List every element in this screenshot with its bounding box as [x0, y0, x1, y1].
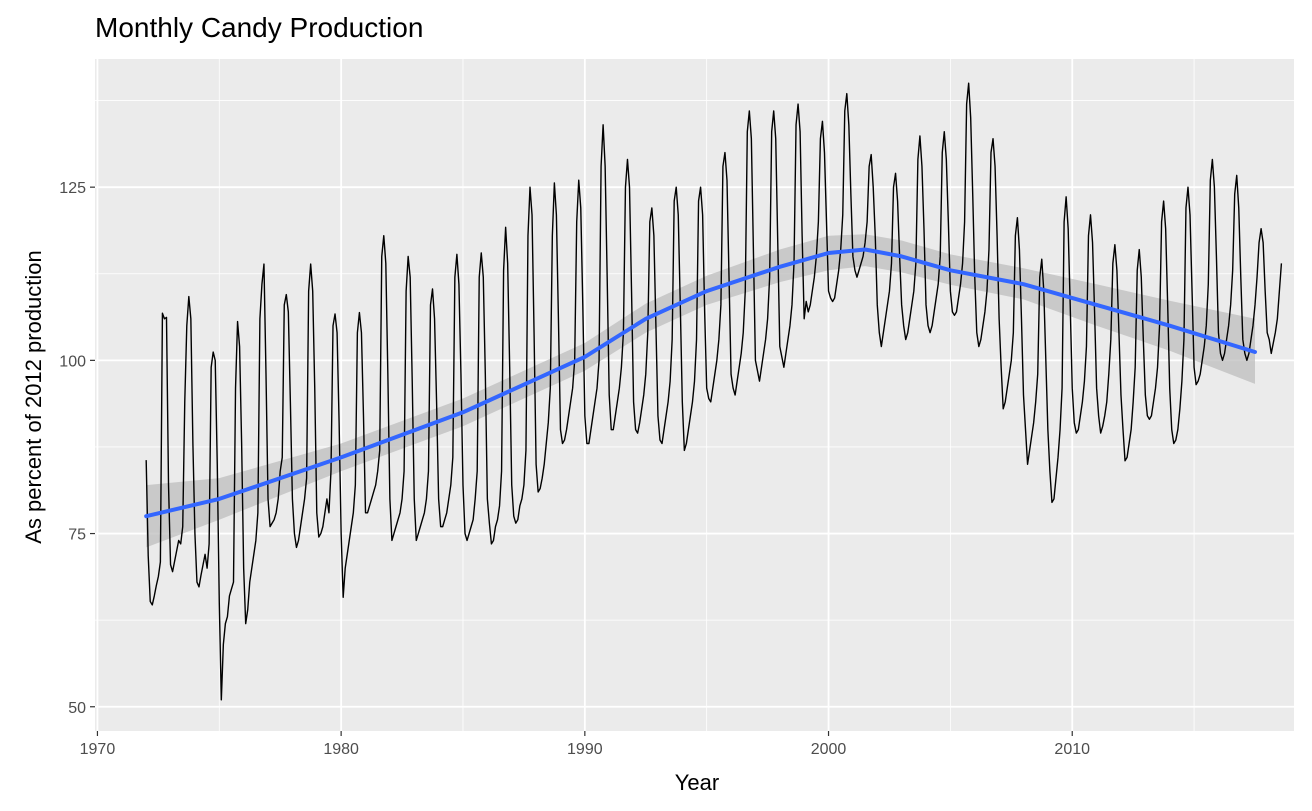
chart-title: Monthly Candy Production [95, 12, 423, 43]
y-tick-label-50: 50 [68, 700, 86, 717]
y-tick-label-75: 75 [68, 527, 86, 544]
y-tick-label-125: 125 [59, 180, 86, 197]
x-tick-label-2010: 2010 [1054, 741, 1090, 758]
y-axis: 50 75 100 125 [59, 180, 95, 717]
plot-panel [95, 59, 1294, 731]
x-tick-label-1970: 1970 [80, 741, 116, 758]
y-axis-title: As percent of 2012 production [21, 250, 46, 544]
loess-smooth-line [144, 247, 1257, 519]
x-axis: 1970 1980 1990 2000 2010 [80, 731, 1090, 758]
x-axis-title: Year [675, 770, 719, 795]
x-tick-label-1990: 1990 [567, 741, 603, 758]
x-tick-label-1980: 1980 [323, 741, 359, 758]
smooth-layer [144, 247, 1257, 519]
confidence-ribbon [146, 234, 1256, 548]
confidence-ribbon-layer [146, 234, 1256, 548]
x-tick-label-2000: 2000 [811, 741, 847, 758]
series-layer [145, 82, 1283, 701]
production-series-line [145, 82, 1283, 701]
y-tick-label-100: 100 [59, 353, 86, 370]
